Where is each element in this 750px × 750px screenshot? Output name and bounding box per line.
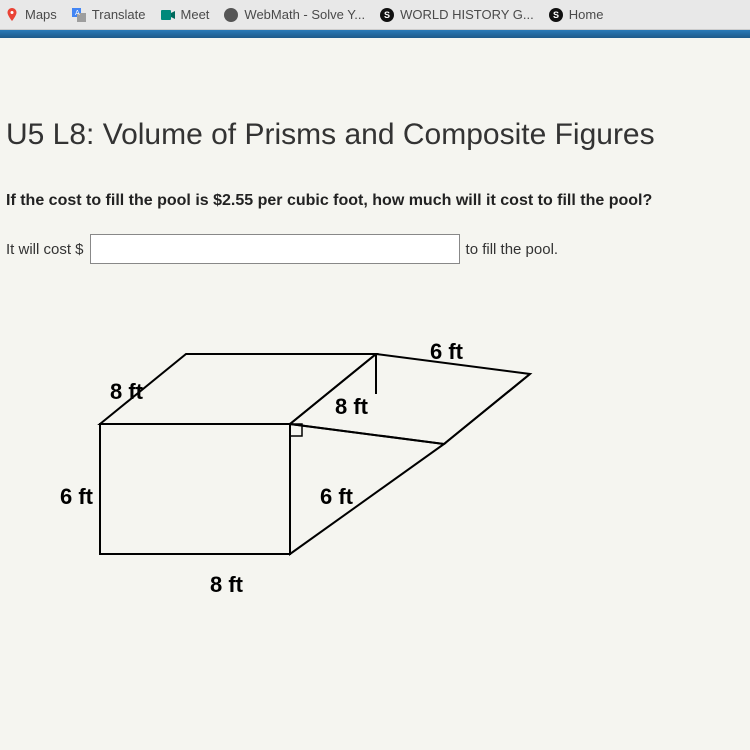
dim-bottom: 8 ft — [210, 572, 243, 598]
translate-icon: A — [71, 7, 87, 23]
svg-text:S: S — [384, 10, 390, 20]
dim-top-left: 8 ft — [110, 379, 143, 405]
svg-text:A: A — [75, 10, 80, 17]
dim-mid-h: 6 ft — [320, 484, 353, 510]
bookmark-item[interactable]: Meet — [160, 7, 210, 23]
question-text: If the cost to fill the pool is $2.55 pe… — [0, 192, 750, 234]
bookmark-label: Translate — [92, 7, 146, 22]
circle-icon — [223, 7, 239, 23]
maps-icon — [4, 7, 20, 23]
answer-row: It will cost $ to fill the pool. — [0, 234, 750, 294]
bookmark-label: Meet — [181, 7, 210, 22]
answer-suffix: to fill the pool. — [466, 241, 559, 258]
bookmark-label: Home — [569, 7, 604, 22]
dim-left-h: 6 ft — [60, 484, 93, 510]
bookmark-item[interactable]: S Home — [548, 7, 604, 23]
dim-top-right: 6 ft — [430, 339, 463, 365]
pool-figure: 8 ft 6 ft 8 ft 6 ft 6 ft 8 ft — [0, 294, 750, 614]
app-divider-bar — [0, 30, 750, 38]
bookmark-item[interactable]: S WORLD HISTORY G... — [379, 7, 534, 23]
page-title: U5 L8: Volume of Prisms and Composite Fi… — [0, 118, 750, 192]
bookmark-label: WebMath - Solve Y... — [244, 7, 365, 22]
bookmark-label: WORLD HISTORY G... — [400, 7, 534, 22]
meet-icon — [160, 7, 176, 23]
bookmark-item[interactable]: Maps — [4, 7, 57, 23]
bookmarks-bar: MapsATranslateMeetWebMath - Solve Y...SW… — [0, 0, 750, 30]
answer-input[interactable] — [90, 234, 460, 264]
answer-prefix: It will cost $ — [6, 241, 84, 258]
content-area: U5 L8: Volume of Prisms and Composite Fi… — [0, 38, 750, 750]
bookmark-label: Maps — [25, 7, 57, 22]
circle-s-icon: S — [548, 7, 564, 23]
dim-mid-right: 8 ft — [335, 394, 368, 420]
prism-diagram — [60, 294, 620, 594]
bookmark-item[interactable]: A Translate — [71, 7, 146, 23]
circle-s-icon: S — [379, 7, 395, 23]
svg-text:S: S — [553, 10, 559, 20]
bookmark-item[interactable]: WebMath - Solve Y... — [223, 7, 365, 23]
